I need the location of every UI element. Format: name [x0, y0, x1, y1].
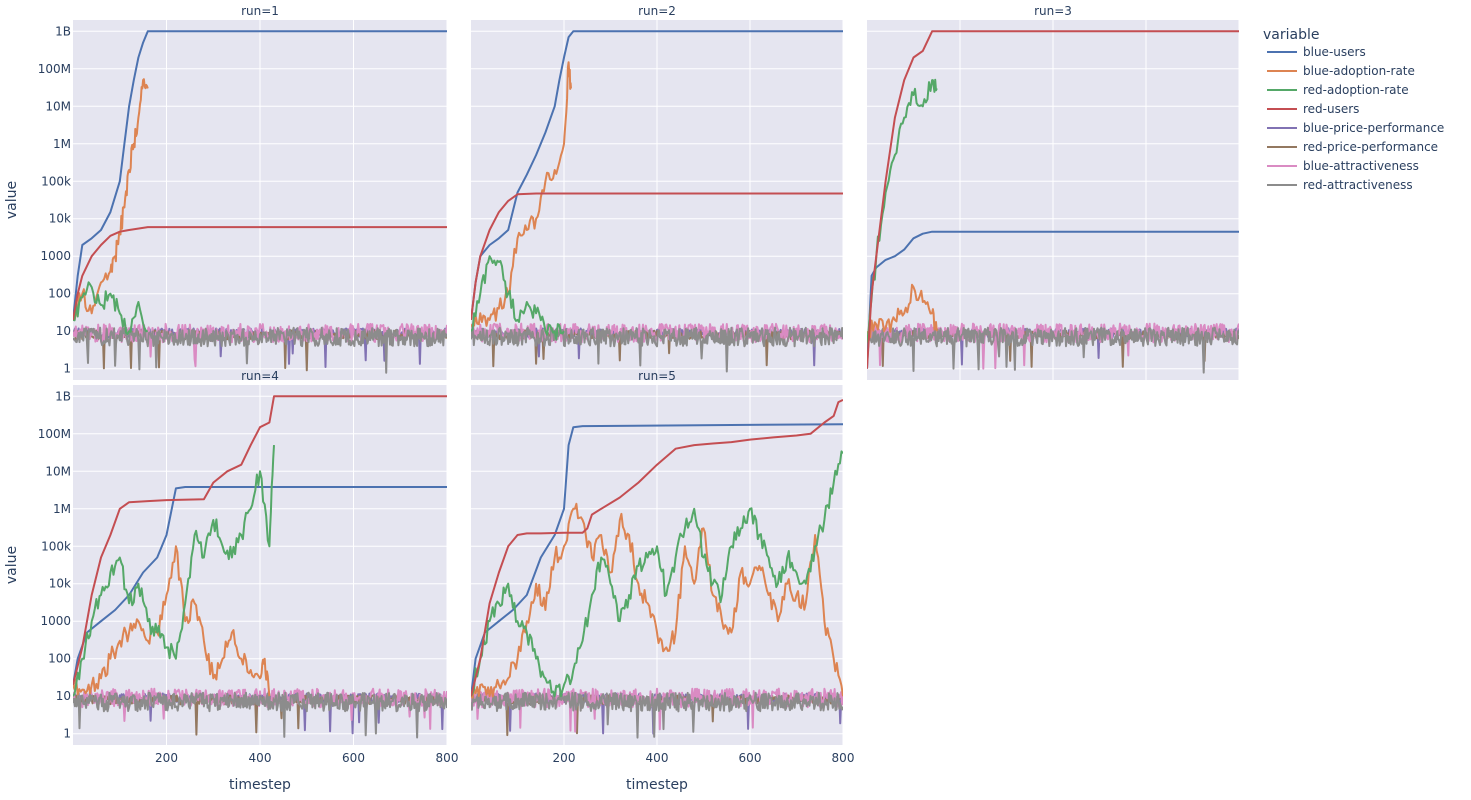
series-line-red-attractiveness	[867, 326, 1239, 374]
y-tick-label: 100k	[41, 174, 71, 188]
series-line-red-attractiveness	[471, 691, 843, 739]
y-tick-label: 1B	[55, 389, 71, 403]
facets-layer: 1 10 100 1000 10k 100k 1M 10M 100M 1B run=1 run=2 ru…	[38, 4, 1240, 765]
legend-item-red-users: red-users	[1267, 102, 1359, 116]
series-line-red-users	[73, 395, 447, 686]
legend-title: variable	[1263, 27, 1319, 43]
series-group	[73, 395, 447, 739]
y-tick-label: 10	[56, 689, 71, 703]
series-group	[471, 30, 843, 373]
facet-title: run=3	[1034, 4, 1072, 18]
facet-panel-1: 1 10 100 1000 10k 100k 1M 10M 100M 1B run=1	[38, 4, 448, 380]
series-line-red-users	[73, 226, 447, 321]
y-tick-label: 10	[56, 324, 71, 338]
series-line-blue-users	[73, 486, 447, 686]
x-tick-label: 800	[436, 751, 459, 765]
x-tick-label: 600	[739, 751, 762, 765]
y-tick-label: 100M	[38, 427, 71, 441]
series-line-red-adoption-rate	[471, 255, 565, 341]
series-line-red-adoption-rate	[73, 281, 148, 336]
legend-item-blue-users: blue-users	[1267, 45, 1366, 59]
y-tick-label: 10k	[49, 212, 71, 226]
facet-panel-5: 200 400 600 800 run=5	[471, 369, 854, 765]
series-group	[73, 30, 447, 374]
series-group	[867, 30, 1239, 374]
series-line-red-users	[867, 30, 1239, 369]
y-axis-title-row1: value	[4, 181, 20, 219]
legend-label: blue-adoption-rate	[1303, 64, 1415, 78]
y-tick-label: 1B	[55, 24, 71, 38]
y-tick-label: 10M	[45, 99, 71, 113]
series-line-red-adoption-rate	[471, 450, 843, 698]
legend-label: red-users	[1303, 102, 1359, 116]
x-tick-label: 400	[249, 751, 272, 765]
legend: variable blue-users blue-adoption-rate red…	[1263, 27, 1444, 192]
legend-label: blue-price-performance	[1303, 121, 1444, 135]
x-tick-label: 400	[646, 751, 669, 765]
facet-panel-2: run=2	[471, 4, 844, 380]
y-tick-label: 10M	[45, 464, 71, 478]
series-group	[471, 398, 843, 739]
y-tick-label: 1	[63, 362, 71, 376]
y-tick-label: 1000	[40, 614, 71, 628]
series-line-red-attractiveness	[73, 326, 447, 374]
series-line-blue-users	[471, 30, 843, 321]
y-tick-label: 1	[63, 727, 71, 741]
legend-item-blue-price-performance: blue-price-performance	[1267, 121, 1444, 135]
y-tick-label: 1M	[53, 137, 71, 151]
series-line-blue-adoption-rate	[73, 78, 149, 321]
y-tick-label: 100k	[41, 539, 71, 553]
y-tick-label: 100	[48, 287, 71, 301]
series-line-blue-adoption-rate	[471, 61, 572, 328]
y-axis-title-row2: value	[4, 546, 20, 584]
legend-label: blue-users	[1303, 45, 1366, 59]
facet-title: run=2	[638, 4, 676, 18]
facet-panel-3: run=3	[867, 4, 1240, 380]
x-tick-label: 800	[832, 751, 855, 765]
series-line-blue-adoption-rate	[471, 502, 843, 699]
series-line-red-adoption-rate	[867, 78, 938, 343]
x-tick-label: 200	[553, 751, 576, 765]
legend-item-blue-attractiveness: blue-attractiveness	[1267, 159, 1419, 173]
series-line-red-attractiveness	[73, 691, 447, 739]
series-line-red-users	[471, 192, 843, 321]
y-tick-label: 1M	[53, 502, 71, 516]
y-tick-label: 100	[48, 652, 71, 666]
series-line-blue-adoption-rate	[867, 283, 938, 339]
series-line-red-users	[471, 398, 843, 697]
legend-item-blue-adoption-rate: blue-adoption-rate	[1267, 64, 1415, 78]
legend-label: red-adoption-rate	[1303, 83, 1409, 97]
facet-title: run=5	[638, 369, 676, 383]
series-line-blue-adoption-rate	[73, 545, 271, 697]
legend-label: red-attractiveness	[1303, 178, 1413, 192]
legend-label: blue-attractiveness	[1303, 159, 1419, 173]
legend-item-red-attractiveness: red-attractiveness	[1267, 178, 1413, 192]
series-line-red-adoption-rate	[73, 445, 275, 697]
y-tick-label: 10k	[49, 577, 71, 591]
legend-item-red-price-performance: red-price-performance	[1267, 140, 1438, 154]
series-line-red-attractiveness	[471, 326, 843, 373]
legend-item-red-adoption-rate: red-adoption-rate	[1267, 83, 1409, 97]
y-tick-label: 1000	[40, 249, 71, 263]
y-tick-label: 100M	[38, 62, 71, 76]
x-axis-title-col1: timestep	[229, 777, 291, 793]
series-line-blue-users	[73, 30, 447, 321]
facet-title: run=1	[241, 4, 279, 18]
x-tick-label: 600	[342, 751, 365, 765]
legend-label: red-price-performance	[1303, 140, 1438, 154]
x-tick-label: 200	[155, 751, 178, 765]
facet-panel-4: 1 10 100 1000 10k 100k 1M 10M 100M 1B 200 400 600 800…	[38, 369, 459, 765]
x-axis-title-col2: timestep	[626, 777, 688, 793]
facet-title: run=4	[241, 369, 279, 383]
